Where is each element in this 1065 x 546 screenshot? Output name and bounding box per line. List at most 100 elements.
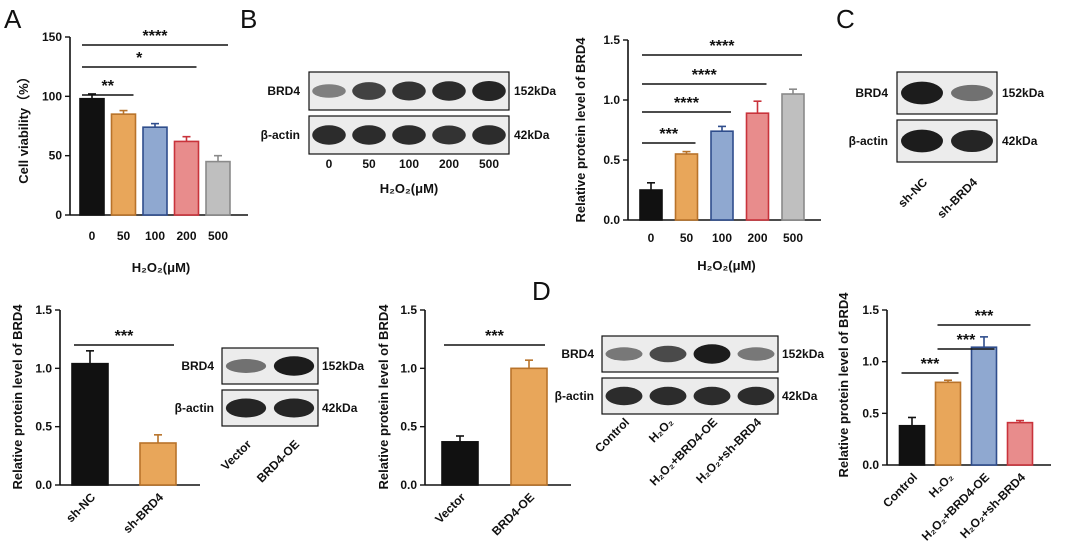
- band: [432, 125, 466, 145]
- band: [737, 347, 775, 361]
- chart-f: 0.0 0.5 1.0 1.5 Relative protein level of BR…: [376, 303, 571, 538]
- bar-100: [142, 126, 168, 216]
- bar-50: [674, 153, 699, 221]
- y-tick-label: 1.5: [862, 303, 879, 317]
- x-tick-label: 50: [117, 229, 131, 243]
- x-tick-label: sh-NC: [63, 490, 98, 525]
- bar-charts: 0 50 100 150 Cell viability（%） 0 50 100 200 500 H₂…: [10, 28, 1051, 544]
- x-tick-label: sh-BRD4: [120, 490, 166, 536]
- y-tick-label: 0: [55, 208, 62, 222]
- blot-size-label: 42kDa: [1002, 134, 1038, 148]
- y-tick-label: 0.0: [862, 458, 879, 472]
- y-tick-label: 0.5: [862, 406, 879, 420]
- lane-label: Control: [592, 415, 632, 455]
- band: [225, 359, 267, 373]
- significance-label: ***: [921, 356, 940, 373]
- significance-label: ****: [674, 95, 700, 112]
- blot-size-label: 152kDa: [1002, 86, 1044, 100]
- bar-0: [639, 189, 663, 221]
- bar-sh-BRD4: [139, 442, 177, 486]
- x-axis-label: H₂O₂(μM): [132, 260, 191, 275]
- bar-sh-NC: [71, 362, 109, 486]
- y-tick-label: 0.0: [603, 213, 620, 227]
- band: [392, 125, 426, 145]
- y-tick-label: 150: [42, 30, 62, 44]
- band: [605, 347, 643, 361]
- blot-size-label: 152kDa: [322, 359, 364, 373]
- x-tick-label: 0: [89, 229, 96, 243]
- y-tick-label: 0.5: [603, 153, 620, 167]
- significance-label: **: [102, 78, 115, 95]
- band: [951, 129, 993, 153]
- blot-row-label: BRD4: [181, 359, 214, 373]
- blot-size-label: 42kDa: [782, 389, 818, 403]
- bar-50: [110, 113, 137, 216]
- chart-a: 0 50 100 150 Cell viability（%） 0 50 100 200 500 H₂…: [16, 28, 248, 275]
- y-axis-label: Cell viability（%）: [16, 70, 31, 183]
- y-tick-label: 1.5: [35, 303, 52, 317]
- blot-b: BRD4 152kDa β-actin 42kDa 0 50 100 200 500 H₂O₂(μ…: [261, 71, 556, 196]
- lane-label: 200: [439, 157, 459, 171]
- y-axis-label: Relative protein level of BRD4: [573, 37, 588, 223]
- band: [693, 344, 731, 364]
- y-tick-label: 1.0: [400, 361, 417, 375]
- blot-size-label: 152kDa: [782, 347, 824, 361]
- y-tick-label: 1.0: [35, 361, 52, 375]
- band: [901, 129, 943, 153]
- blot-oe: BRD4 152kDa β-actin 42kDa Vector BRD4-OE: [175, 347, 364, 485]
- y-tick-label: 100: [42, 89, 62, 103]
- y-tick-label: 50: [49, 149, 63, 163]
- x-tick-label: H₂O₂+sh-BRD4: [957, 470, 1028, 541]
- blot-row-label: BRD4: [855, 86, 888, 100]
- y-axis-label: Relative protein level of BRD4: [376, 304, 391, 490]
- panel-label-a: A: [4, 4, 22, 34]
- blot-row-label: β-actin: [261, 128, 300, 142]
- significance-label: ****: [143, 28, 169, 45]
- y-tick-label: 1.5: [603, 33, 620, 47]
- significance-label: ****: [692, 67, 718, 84]
- band: [951, 84, 993, 102]
- x-tick-label: 500: [783, 231, 803, 245]
- band: [432, 81, 466, 101]
- blot-row-label: β-actin: [849, 134, 888, 148]
- blot-size-label: 152kDa: [514, 84, 556, 98]
- bar-Control: [898, 424, 926, 466]
- blot-row-label: BRD4: [267, 84, 300, 98]
- significance-label: ***: [957, 332, 976, 349]
- x-tick-label: 200: [176, 229, 196, 243]
- x-tick-label: 200: [747, 231, 767, 245]
- y-tick-label: 0.5: [400, 420, 417, 434]
- lane-label: 500: [479, 157, 499, 171]
- significance-label: ***: [485, 328, 504, 345]
- blot-c: BRD4 152kDa β-actin 42kDa sh-NC sh-BRD4: [849, 71, 1044, 221]
- x-axis-label: H₂O₂(μM): [697, 258, 756, 273]
- panel-label-c: C: [836, 4, 855, 34]
- x-tick-label: Vector: [432, 490, 468, 526]
- lane-label: sh-BRD4: [934, 175, 980, 221]
- band: [225, 398, 267, 418]
- blot-row-label: β-actin: [175, 401, 214, 415]
- y-tick-label: 1.0: [603, 93, 620, 107]
- significance-label: ***: [975, 308, 994, 325]
- significance-label: ***: [659, 126, 678, 143]
- x-tick-label: 0: [648, 231, 655, 245]
- bar-Vector: [441, 441, 479, 486]
- blot-size-label: 42kDa: [514, 128, 550, 142]
- chart-g: 0.0 0.5 1.0 1.5 Relative protein level of BR…: [836, 292, 1051, 544]
- panel-label-d: D: [532, 276, 551, 306]
- lane-label: 100: [399, 157, 419, 171]
- y-tick-label: 1.0: [862, 355, 879, 369]
- significance-label: ***: [115, 328, 134, 345]
- bar-500: [781, 93, 805, 221]
- bar-500: [205, 160, 231, 216]
- band: [352, 82, 386, 100]
- y-tick-label: 1.5: [400, 303, 417, 317]
- band: [392, 81, 426, 101]
- chart-e: 0.0 0.5 1.0 1.5 Relative protein level of BR…: [10, 303, 200, 536]
- bar-H₂O₂+sh-BRD4: [1006, 421, 1034, 466]
- bar-200: [745, 112, 770, 221]
- band: [649, 386, 687, 406]
- bar-H₂O₂+BRD4-OE: [970, 346, 998, 466]
